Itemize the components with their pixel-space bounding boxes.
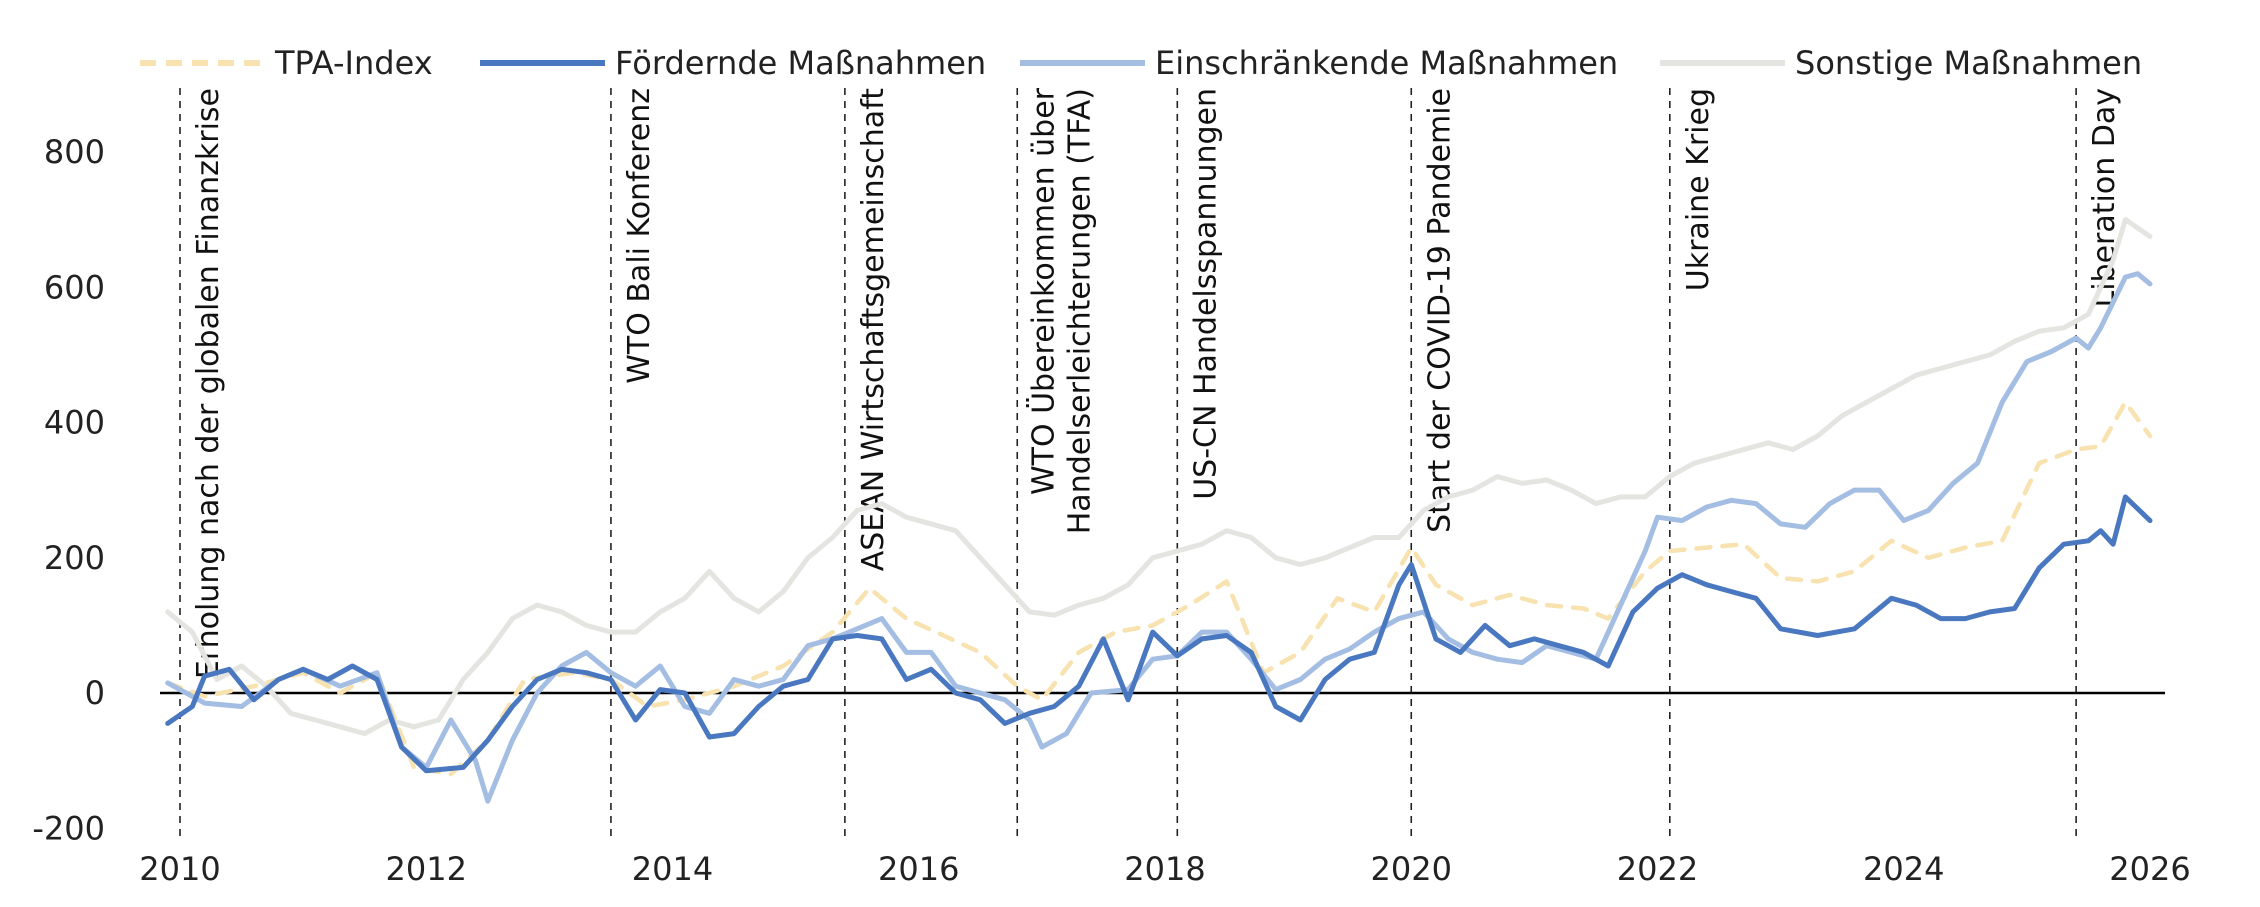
legend: TPA-Index Fördernde Maßnahmen Einschränken… <box>140 44 2142 82</box>
y-tick-label: -200 <box>32 809 105 847</box>
legend-label: Fördernde Maßnahmen <box>615 44 986 82</box>
y-tick-label: 400 <box>44 404 105 442</box>
event-label: Liberation Day <box>2087 88 2122 308</box>
x-tick-label: 2010 <box>139 850 220 888</box>
event-label: Ukraine Krieg <box>1681 88 1716 291</box>
legend-label: Einschränkende Maßnahmen <box>1155 44 1618 82</box>
y-tick-label: 600 <box>44 268 105 306</box>
series-line-tpa-index <box>165 399 2153 777</box>
x-tick-label: 2024 <box>1863 850 1944 888</box>
x-tick-label: 2014 <box>632 850 713 888</box>
event-label-line: WTO Übereinkommen über <box>1025 87 1061 495</box>
series-layer <box>165 217 2153 804</box>
series-line-sonstige <box>165 217 2153 737</box>
series-line-foerdernde <box>165 494 2153 774</box>
event-label: ASEAN Wirtschaftsgemeinschaft <box>856 88 891 571</box>
event-label: WTO Bali Konferenz <box>622 88 657 384</box>
event-label: Start der COVID-19 Pandemie <box>1422 88 1457 533</box>
y-tick-label: 200 <box>44 539 105 577</box>
series-line-einschraenkende <box>165 271 2153 804</box>
legend-label: Sonstige Maßnahmen <box>1795 44 2142 82</box>
x-tick-label: 2020 <box>1371 850 1452 888</box>
x-tick-label: 2012 <box>386 850 467 888</box>
x-tick-label: 2018 <box>1124 850 1205 888</box>
annotations-layer: Erholung nach der globalen Finanzkrise WT… <box>179 87 2122 840</box>
y-tick-label: 0 <box>85 674 105 712</box>
legend-label: TPA-Index <box>274 44 433 82</box>
event-label: WTO Übereinkommen überHandelserleichteru… <box>1025 87 1097 534</box>
axes-layer: -200 0 200 400 600 800 2010 2012 2014 2016 2018 202… <box>32 133 2190 888</box>
x-tick-label: 2016 <box>878 850 959 888</box>
x-tick-label: 2026 <box>2109 850 2190 888</box>
event-label: Erholung nach der globalen Finanzkrise <box>191 88 226 679</box>
x-tick-label: 2022 <box>1617 850 1698 888</box>
y-tick-label: 800 <box>44 133 105 171</box>
event-label: US-CN Handelsspannungen <box>1188 88 1223 500</box>
event-label-line: Handelserleichterungen (TFA) <box>1062 88 1097 534</box>
